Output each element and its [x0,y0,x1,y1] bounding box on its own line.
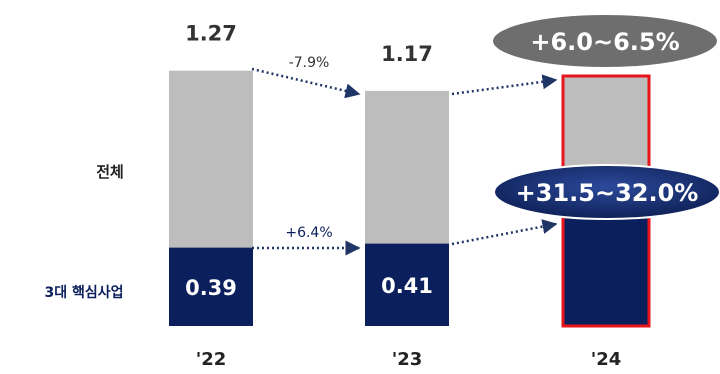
row-label-core: 3대 핵심사업 [44,285,123,301]
change-label-core-22-23: +6.4% [285,225,332,241]
callout-total-24-ellipse [491,13,719,69]
bars-group: 1.27 0.39 '22 1.17 0.41 '23 '24 [169,22,621,370]
change-label-total-22-23: -7.9% [289,55,330,71]
data-label-core-0: 0.39 [185,276,237,300]
data-label-core-1: 0.41 [381,274,433,298]
callout-core-24: +31.5~32.0% [516,179,699,207]
x-tick-label-1: '23 [392,349,423,370]
data-label-total-0: 1.27 [185,22,237,46]
row-label-total: 전체 [96,163,124,181]
callout-total-24: +6.0~6.5% [530,28,679,56]
data-label-total-1: 1.17 [381,42,433,66]
bar-24-core-highlight [561,215,651,328]
x-tick-label-2: '24 [591,349,622,370]
arrow-core-23-24 [451,219,558,246]
callout-core-24-ellipse [493,164,720,220]
arrow-total-23-24 [451,74,558,96]
arrow-total-22-23 [251,67,361,99]
bar-total-1 [365,90,449,244]
bar-total-0 [169,70,253,248]
x-tick-label-0: '22 [196,349,227,370]
bar-core-0 [169,247,253,326]
bar-core-1 [365,243,449,326]
